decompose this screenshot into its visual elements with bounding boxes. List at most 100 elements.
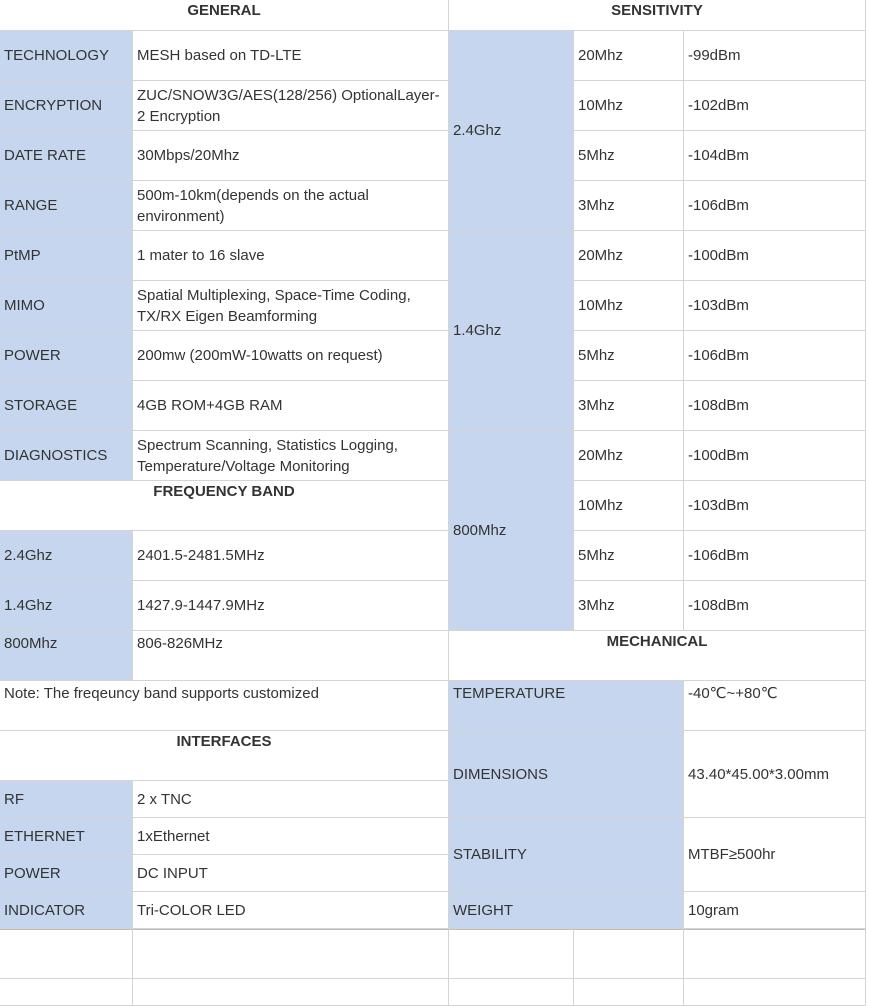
empty-cell <box>684 929 866 979</box>
interfaces-value-text: 2 x TNC <box>137 790 192 808</box>
sensitivity-band: 2.4Ghz <box>449 31 574 231</box>
general-value: Spectrum Scanning, Statistics Logging, T… <box>133 431 449 481</box>
general-label: TECHNOLOGY <box>0 31 133 81</box>
sensitivity-band-text: 800Mhz <box>453 522 507 539</box>
general-label-text: DIAGNOSTICS <box>4 447 108 464</box>
sensitivity-bandwidth-text: 5Mhz <box>578 147 615 164</box>
mechanical-value-text: 43.40*45.00*3.00mm <box>688 765 829 783</box>
general-label: MIMO <box>0 281 133 331</box>
empty-cell <box>133 929 449 979</box>
sensitivity-bandwidth: 10Mhz <box>574 81 684 131</box>
sensitivity-value-text: -104dBm <box>688 147 749 164</box>
general-value-text: ZUC/SNOW3G/AES(128/256) OptionalLayer-2 … <box>137 86 440 125</box>
sensitivity-bandwidth: 20Mhz <box>574 31 684 81</box>
general-label-text: PtMP <box>4 247 41 264</box>
sensitivity-value-text: -106dBm <box>688 197 749 214</box>
mechanical-label: TEMPERATURE <box>449 681 684 731</box>
general-label: DATE RATE <box>0 131 133 181</box>
interfaces-value: 1xEthernet <box>133 818 449 855</box>
mechanical-value: -40℃~+80℃ <box>684 681 866 731</box>
sensitivity-bandwidth-text: 3Mhz <box>578 197 615 214</box>
frequency-band-value: 1427.9-1447.9MHz <box>133 581 449 631</box>
mechanical-value-text: 10gram <box>688 901 739 919</box>
interfaces-heading: INTERFACES <box>0 731 449 781</box>
general-heading-text: GENERAL <box>187 2 261 19</box>
sensitivity-value: -104dBm <box>684 131 866 181</box>
mechanical-value: 10gram <box>684 892 866 929</box>
general-value: 1 mater to 16 slave <box>133 231 449 281</box>
interfaces-value-text: 1xEthernet <box>137 827 210 845</box>
general-value-text: Spatial Multiplexing, Space-Time Coding,… <box>137 286 411 325</box>
frequency-band-value: 806-826MHz <box>133 631 449 681</box>
sensitivity-value: -100dBm <box>684 431 866 481</box>
mechanical-value-text: MTBF≥500hr <box>688 846 776 863</box>
sensitivity-value: -108dBm <box>684 381 866 431</box>
sensitivity-value: -108dBm <box>684 581 866 631</box>
mechanical-value: 43.40*45.00*3.00mm <box>684 731 866 818</box>
sensitivity-band: 800Mhz <box>449 431 574 631</box>
mechanical-label: DIMENSIONS <box>449 731 684 818</box>
general-label: DIAGNOSTICS <box>0 431 133 481</box>
general-value: 200mw (200mW-10watts on request) <box>133 331 449 381</box>
general-label-text: RANGE <box>4 197 58 214</box>
interfaces-heading-text: INTERFACES <box>176 733 272 750</box>
sensitivity-bandwidth-text: 10Mhz <box>578 297 624 314</box>
sensitivity-bandwidth: 5Mhz <box>574 331 684 381</box>
sensitivity-bandwidth: 3Mhz <box>574 181 684 231</box>
mechanical-label-text: DIMENSIONS <box>453 765 549 783</box>
mechanical-label-text: WEIGHT <box>453 901 513 919</box>
sensitivity-value: -103dBm <box>684 281 866 331</box>
general-value-text: 4GB ROM+4GB RAM <box>137 397 283 414</box>
sensitivity-value-text: -102dBm <box>688 97 749 114</box>
mechanical-label: STABILITY <box>449 818 684 892</box>
sensitivity-bandwidth-text: 20Mhz <box>578 447 624 464</box>
mechanical-value-text: -40℃~+80℃ <box>688 685 778 702</box>
interfaces-label: POWER <box>0 855 133 892</box>
sensitivity-bandwidth: 5Mhz <box>574 531 684 581</box>
mechanical-heading: MECHANICAL <box>449 631 866 681</box>
sensitivity-value: -106dBm <box>684 531 866 581</box>
interfaces-value: 2 x TNC <box>133 781 449 818</box>
general-value: MESH based on TD-LTE <box>133 31 449 81</box>
mechanical-label-text: STABILITY <box>453 846 527 863</box>
sensitivity-bandwidth: 10Mhz <box>574 481 684 531</box>
general-label: STORAGE <box>0 381 133 431</box>
sensitivity-value: -106dBm <box>684 181 866 231</box>
general-label: ENCRYPTION <box>0 81 133 131</box>
sensitivity-bandwidth-text: 3Mhz <box>578 397 615 414</box>
empty-cell <box>133 979 449 1006</box>
sensitivity-value: -106dBm <box>684 331 866 381</box>
general-value-text: MESH based on TD-LTE <box>137 47 302 64</box>
frequency-band-value-text: 2401.5-2481.5MHz <box>137 547 265 564</box>
general-value-text: Spectrum Scanning, Statistics Logging, T… <box>137 436 398 475</box>
general-label: POWER <box>0 331 133 381</box>
sensitivity-value-text: -108dBm <box>688 597 749 614</box>
general-value: 30Mbps/20Mhz <box>133 131 449 181</box>
sensitivity-bandwidth: 10Mhz <box>574 281 684 331</box>
sensitivity-bandwidth-text: 5Mhz <box>578 547 615 564</box>
sensitivity-bandwidth-text: 10Mhz <box>578 497 624 514</box>
general-label-text: ENCRYPTION <box>4 97 103 114</box>
frequency-band-value-text: 806-826MHz <box>137 635 223 652</box>
frequency-band-label: 1.4Ghz <box>0 581 133 631</box>
interfaces-value: Tri-COLOR LED <box>133 892 449 929</box>
general-label: RANGE <box>0 181 133 231</box>
general-label-text: TECHNOLOGY <box>4 47 110 64</box>
sensitivity-value: -102dBm <box>684 81 866 131</box>
sensitivity-value: -100dBm <box>684 231 866 281</box>
general-label-text: POWER <box>4 347 61 364</box>
general-value: Spatial Multiplexing, Space-Time Coding,… <box>133 281 449 331</box>
empty-cell <box>0 979 133 1006</box>
frequency-band-heading-text: FREQUENCY BAND <box>153 483 295 500</box>
sensitivity-bandwidth: 20Mhz <box>574 431 684 481</box>
general-value-text: 200mw (200mW-10watts on request) <box>137 347 383 364</box>
mechanical-heading-text: MECHANICAL <box>606 633 708 650</box>
sensitivity-value-text: -103dBm <box>688 497 749 514</box>
general-heading: GENERAL <box>0 0 449 31</box>
general-value: 4GB ROM+4GB RAM <box>133 381 449 431</box>
sensitivity-bandwidth: 3Mhz <box>574 381 684 431</box>
sensitivity-heading-text: SENSITIVITY <box>611 2 703 19</box>
sensitivity-band-text: 1.4Ghz <box>453 322 502 339</box>
empty-cell <box>684 979 866 1006</box>
